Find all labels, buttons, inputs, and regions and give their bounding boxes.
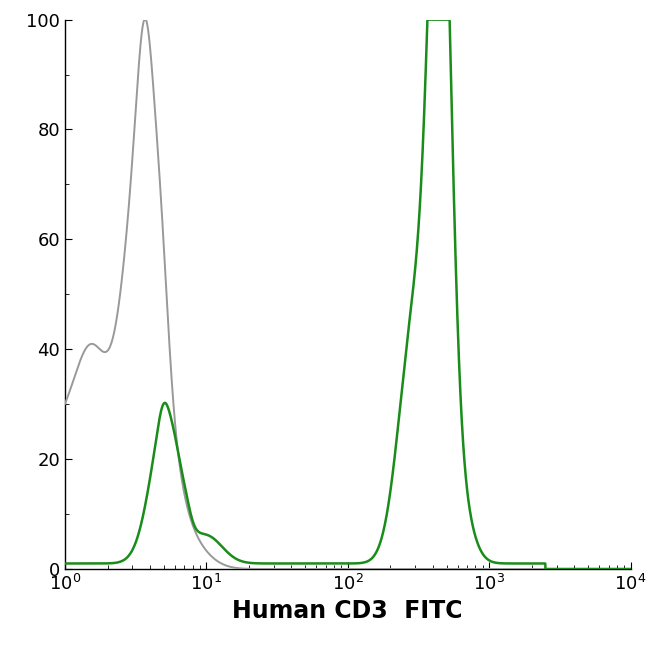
X-axis label: Human CD3  FITC: Human CD3 FITC (233, 600, 463, 623)
